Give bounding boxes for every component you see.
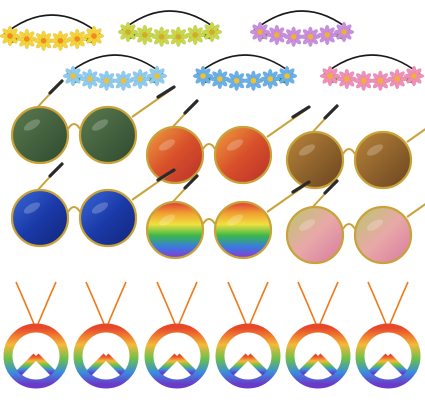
headband-yellow (0, 14, 105, 51)
headband-purple (249, 10, 355, 47)
sunglasses-brown (285, 104, 425, 190)
peace-necklace-6 (355, 281, 421, 389)
headband-blue (192, 54, 298, 91)
peace-necklace-5 (285, 281, 351, 389)
headband-skyblue (62, 54, 168, 91)
sunglasses-blue-mirror (10, 162, 176, 248)
sunglasses-pink-gold (285, 179, 425, 265)
sunglasses-orange-mirror (145, 99, 311, 185)
sunglasses-green (10, 79, 176, 165)
sunglasses-rainbow (145, 174, 311, 260)
peace-necklace-4 (215, 281, 281, 389)
headband-lime (117, 10, 223, 47)
headband-pink (319, 54, 425, 91)
peace-necklace-2 (73, 281, 139, 389)
peace-necklace-3 (144, 281, 210, 389)
peace-necklace-1 (3, 281, 69, 389)
